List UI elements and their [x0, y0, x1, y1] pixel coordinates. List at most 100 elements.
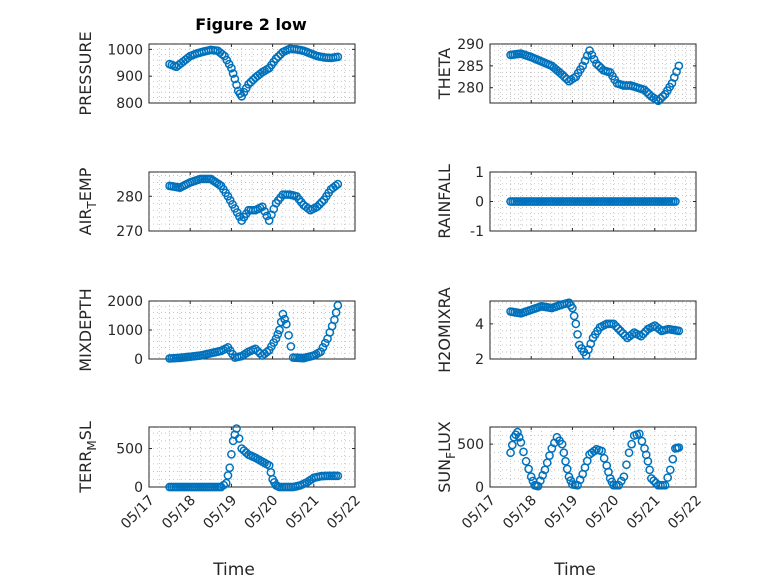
data-point — [320, 338, 330, 348]
y-tick-label: 2000 — [107, 294, 143, 310]
data-point — [592, 59, 601, 69]
data-point — [333, 179, 343, 189]
data-point — [281, 319, 291, 329]
data-point — [273, 330, 283, 339]
data-point — [582, 51, 592, 61]
y-tick-label: 2 — [475, 352, 484, 368]
data-point — [622, 460, 631, 470]
y-tick-label: -1 — [470, 224, 484, 240]
y-tick-label: 900 — [116, 69, 143, 85]
subplot-mixdepth: 0 1000 2000 MIXDEPTH — [76, 288, 356, 372]
data-point — [333, 52, 343, 62]
data-point — [312, 202, 322, 212]
data-point — [513, 427, 522, 437]
x-tick-label: 05/19 — [541, 493, 581, 533]
y-axis-label: H2OMIXRA — [435, 287, 454, 373]
data-point — [571, 319, 581, 329]
data-point — [333, 301, 343, 310]
data-point — [645, 465, 655, 475]
y-tick-label: 290 — [457, 37, 484, 53]
y-tick-label: 1000 — [107, 323, 143, 339]
x-tick-label: 05/18 — [159, 493, 199, 533]
data-point — [647, 474, 656, 483]
data-point — [643, 456, 653, 466]
data-point — [217, 49, 227, 59]
data-point — [594, 61, 604, 71]
data-point — [561, 456, 570, 466]
data-point — [273, 52, 283, 61]
y-tick-label: 1 — [475, 165, 484, 181]
y-tick-label: 500 — [457, 437, 484, 453]
x-tick-label: 05/20 — [583, 493, 623, 533]
data-point — [674, 443, 684, 452]
y-tick-label: 1000 — [107, 42, 143, 58]
y-axis-label: TERRMSL — [76, 421, 99, 494]
x-tick-label: 05/17 — [118, 493, 158, 533]
data-point — [660, 480, 670, 490]
x-tick-label: 05/17 — [459, 493, 499, 533]
data-point — [262, 347, 272, 357]
y-axis-label: THETA — [435, 48, 454, 100]
x-tick-label: 05/22 — [665, 493, 705, 533]
data-point — [637, 436, 647, 446]
y-tick-label: 0 — [134, 352, 143, 368]
y-axis-label: MIXDEPTH — [76, 288, 95, 371]
data-point — [653, 96, 663, 106]
data-point — [665, 465, 675, 475]
data-point — [524, 464, 533, 474]
y-tick-label: 280 — [116, 189, 143, 205]
subplot-air-temp: 270 280 AIRTEMP — [76, 167, 356, 240]
data-point — [668, 454, 678, 464]
data-point — [260, 206, 269, 216]
data-point — [315, 200, 324, 209]
y-axis-label: RAINFALL — [435, 164, 454, 239]
data-point — [597, 446, 606, 456]
data-point — [262, 211, 272, 221]
data-point — [640, 85, 649, 95]
data-point — [559, 448, 569, 458]
data-point — [284, 330, 293, 340]
data-point — [228, 69, 238, 78]
x-tick-label: 05/21 — [283, 493, 323, 533]
y-tick-label: 4 — [475, 317, 484, 333]
data-point — [519, 447, 528, 457]
data-point — [526, 472, 536, 482]
y-tick-label: 0 — [475, 480, 484, 496]
y-tick-label: 280 — [457, 81, 484, 97]
data-point — [624, 448, 634, 458]
x-tick-label: 05/18 — [500, 493, 540, 533]
data-point — [557, 439, 567, 449]
y-axis-label: PRESSURE — [76, 31, 95, 115]
y-axis-label: SUNFLUX — [435, 421, 458, 493]
data-point — [587, 50, 597, 60]
data-point — [317, 197, 327, 207]
data-point — [560, 72, 569, 82]
data-point — [223, 471, 233, 480]
data-point — [227, 449, 236, 459]
data-point — [636, 331, 646, 341]
data-point — [286, 342, 296, 351]
data-point — [674, 61, 684, 71]
data-point — [536, 476, 545, 486]
data-point — [234, 434, 244, 443]
data-point — [616, 326, 625, 336]
x-tick-label: 05/19 — [200, 493, 240, 533]
data-point — [599, 453, 609, 463]
figure-title: Figure 2 low — [195, 15, 307, 34]
data-point — [275, 325, 284, 335]
data-point — [562, 464, 572, 474]
y-tick-label: 0 — [134, 480, 143, 496]
data-point — [318, 343, 328, 352]
subplot-rainfall: -1 0 1 RAINFALL — [435, 164, 697, 240]
data-point — [569, 311, 579, 321]
data-point — [331, 181, 340, 191]
data-point — [580, 56, 590, 66]
subplot-sun-flux: 05/17 05/18 05/19 05/20 05/21 05/22 0 500SUNFLU… — [435, 421, 705, 580]
data-point — [246, 77, 256, 87]
y-tick-label: 270 — [116, 224, 143, 240]
data-point — [227, 63, 236, 73]
data-point — [316, 347, 326, 357]
x-tick-label: 05/21 — [624, 493, 664, 533]
data-point — [635, 429, 644, 439]
